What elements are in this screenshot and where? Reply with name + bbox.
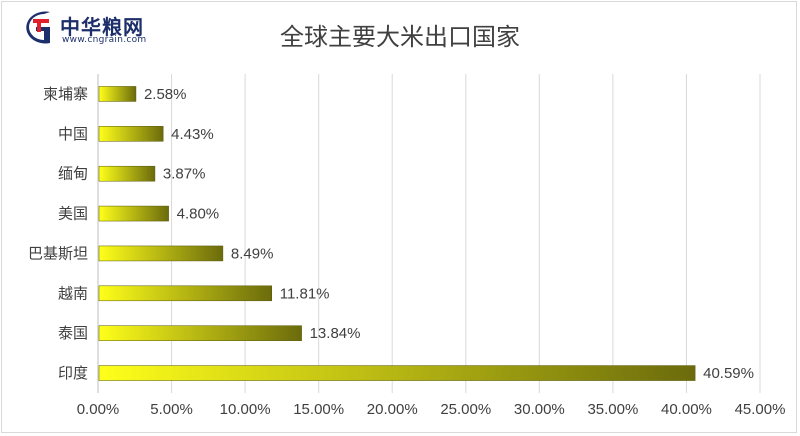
bar <box>98 365 696 381</box>
category-label: 缅甸 <box>58 165 88 183</box>
category-label: 柬埔寨 <box>43 85 88 103</box>
data-label: 2.58% <box>144 86 187 103</box>
data-label: 8.49% <box>231 245 274 262</box>
bar <box>98 205 169 222</box>
data-label: 4.43% <box>171 126 214 143</box>
gridlines <box>97 74 761 393</box>
x-tick-label: 20.00% <box>367 401 418 418</box>
category-label: 中国 <box>58 125 88 143</box>
data-label: 11.81% <box>280 285 330 302</box>
x-tick-label: 25.00% <box>440 401 491 418</box>
x-tick-label: 35.00% <box>587 401 638 418</box>
bar <box>98 245 224 262</box>
x-tick-label: 10.00% <box>220 401 271 418</box>
logo-mark-icon <box>26 11 50 44</box>
category-label: 越南 <box>58 284 88 302</box>
data-label: 13.84% <box>310 325 361 342</box>
logo: 中华粮网 www.cngrain.com <box>14 10 194 46</box>
bar <box>98 285 272 302</box>
data-label: 40.59% <box>703 365 754 382</box>
x-tick-label: 15.00% <box>293 401 344 418</box>
logo-url: www.cngrain.com <box>62 35 147 45</box>
logo-name: 中华粮网 <box>60 15 144 39</box>
category-label: 美国 <box>58 205 88 223</box>
bar <box>98 86 137 102</box>
labels: 0.00% 5.00% 10.00% 15.00% 20.00% 25.00% 30.00%… <box>28 85 785 418</box>
x-tick-label: 0.00% <box>77 401 120 418</box>
category-label: 印度 <box>58 364 88 382</box>
x-tick-label: 45.00% <box>735 401 786 418</box>
x-tick-label: 30.00% <box>514 401 565 418</box>
bars <box>98 86 696 381</box>
x-tick-label: 40.00% <box>661 401 712 418</box>
category-label: 泰国 <box>58 324 88 342</box>
chart-title: 全球主要大米出口国家 <box>280 23 520 51</box>
data-label: 4.80% <box>177 206 220 223</box>
x-tick-label: 5.00% <box>150 401 193 418</box>
bar <box>98 126 164 142</box>
bar <box>98 325 302 341</box>
category-label: 巴基斯坦 <box>28 244 88 262</box>
data-label: 3.87% <box>163 166 206 183</box>
bar <box>98 165 156 182</box>
